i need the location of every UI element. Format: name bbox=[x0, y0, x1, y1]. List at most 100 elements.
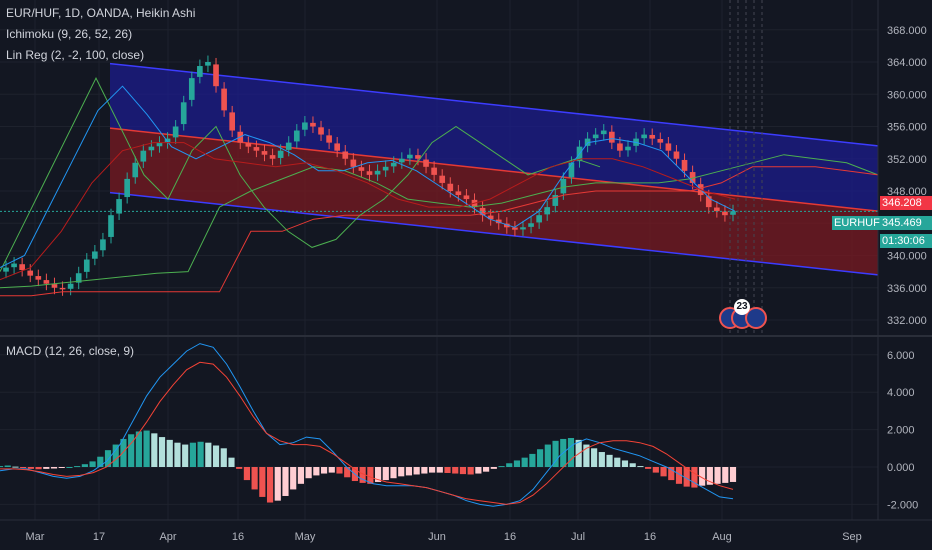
price-tick-label: 356.000 bbox=[887, 122, 927, 134]
senkou-a-line bbox=[0, 154, 879, 289]
candle-body bbox=[188, 78, 195, 100]
candle-body bbox=[197, 66, 203, 77]
price-tick-label: 352.000 bbox=[887, 154, 927, 166]
macd-histogram-bar bbox=[668, 467, 675, 481]
macd-histogram-bar bbox=[706, 467, 713, 485]
macd-histogram-bar bbox=[367, 467, 374, 484]
candle-body bbox=[310, 122, 316, 127]
candle-body bbox=[75, 273, 82, 283]
macd-histogram-bar bbox=[174, 442, 181, 467]
macd-histogram-bar bbox=[382, 467, 389, 481]
candle-body bbox=[334, 143, 341, 151]
candle-body bbox=[665, 143, 672, 151]
macd-histogram-bar bbox=[74, 466, 81, 468]
time-tick-label: 16 bbox=[644, 531, 656, 543]
time-tick-label: 16 bbox=[504, 531, 516, 543]
macd-histogram-bar bbox=[428, 467, 436, 473]
price-tick-label: 332.000 bbox=[887, 315, 927, 327]
candle-body bbox=[520, 227, 526, 230]
macd-tick-label: 4.000 bbox=[887, 387, 915, 399]
macd-histogram-bar bbox=[390, 467, 397, 479]
macd-histogram-bar bbox=[20, 467, 27, 468]
candle-body bbox=[584, 138, 591, 146]
candle-body bbox=[407, 154, 413, 159]
macd-histogram-bar bbox=[313, 467, 320, 476]
senkou-b-line bbox=[0, 166, 879, 297]
candle-body bbox=[100, 239, 106, 251]
candle-body bbox=[172, 126, 179, 138]
candle-body bbox=[366, 171, 373, 175]
macd-histogram-bar bbox=[621, 460, 629, 467]
candle-body bbox=[503, 223, 510, 228]
macd-histogram-bar bbox=[297, 467, 305, 484]
macd-histogram-bar bbox=[436, 467, 443, 473]
candle-body bbox=[221, 88, 227, 111]
macd-histogram-bar bbox=[89, 461, 96, 467]
candle-body bbox=[213, 64, 219, 87]
candle-body bbox=[35, 276, 42, 280]
candle-body bbox=[229, 112, 236, 131]
candle-body bbox=[609, 131, 615, 143]
macd-line bbox=[0, 343, 734, 507]
candle-body bbox=[552, 195, 559, 206]
macd-histogram-bar bbox=[290, 467, 297, 490]
candle-body bbox=[164, 138, 171, 143]
macd-legend: MACD (12, 26, close, 9) bbox=[6, 344, 135, 358]
symbol-tag: EURHUF bbox=[832, 216, 880, 230]
macd-histogram-bar bbox=[529, 453, 536, 467]
candle-body bbox=[269, 155, 276, 159]
candle-body bbox=[245, 143, 252, 147]
macd-histogram-bar bbox=[398, 467, 405, 477]
candle-body bbox=[568, 162, 575, 178]
candle-body bbox=[205, 62, 211, 66]
macd-histogram-bar bbox=[320, 467, 328, 474]
time-tick-label: Sep bbox=[842, 531, 862, 543]
candle-body bbox=[156, 142, 163, 147]
candle-body bbox=[253, 147, 260, 151]
candle-body bbox=[67, 283, 74, 289]
macd-histogram-bar bbox=[374, 467, 382, 482]
candle-body bbox=[705, 196, 712, 208]
macd-tick-label: 2.000 bbox=[887, 425, 915, 437]
candle-body bbox=[722, 211, 728, 216]
macd-histogram-bar bbox=[537, 449, 544, 467]
candle-body bbox=[479, 207, 486, 216]
candle-body bbox=[382, 166, 389, 171]
macd-histogram-bar bbox=[606, 454, 613, 467]
macd-histogram-bar bbox=[544, 444, 551, 467]
macd-histogram-bar bbox=[598, 452, 605, 467]
macd-histogram-bar bbox=[97, 456, 104, 467]
macd-tick-label: 0.000 bbox=[887, 462, 915, 474]
linreg-legend: Lin Reg (2, -2, 100, close) bbox=[6, 48, 145, 62]
time-tick-label: Aug bbox=[712, 531, 732, 543]
macd-histogram-bar bbox=[459, 467, 467, 475]
macd-tick-label: -2.000 bbox=[887, 499, 918, 511]
candle-body bbox=[689, 172, 696, 183]
candle-body bbox=[536, 215, 542, 223]
macd-histogram-bar bbox=[151, 433, 158, 467]
macd-histogram-bar bbox=[552, 440, 559, 467]
candle-body bbox=[657, 138, 664, 143]
candle-body bbox=[43, 280, 50, 284]
macd-histogram-bar bbox=[158, 437, 166, 467]
channel-lower-line bbox=[109, 191, 879, 276]
macd-histogram-bar bbox=[637, 466, 644, 468]
macd-pane bbox=[0, 343, 737, 507]
macd-histogram-bar bbox=[498, 466, 505, 468]
candle-body bbox=[11, 263, 17, 268]
macd-histogram-bar bbox=[27, 467, 34, 469]
macd-histogram-bar bbox=[444, 467, 451, 473]
candle-body bbox=[19, 264, 25, 271]
macd-histogram-bar bbox=[336, 467, 343, 474]
candle-body bbox=[277, 150, 284, 158]
macd-histogram-bar bbox=[421, 467, 428, 474]
symbol-title: EUR/HUF, 1D, OANDA, Heikin Ashi bbox=[6, 6, 196, 20]
event-badge[interactable]: 23 bbox=[734, 299, 750, 315]
macd-histogram-bar bbox=[583, 444, 590, 467]
macd-histogram-bar bbox=[104, 450, 112, 467]
macd-histogram-bar bbox=[405, 467, 413, 476]
candle-body bbox=[92, 251, 98, 259]
macd-histogram-bar bbox=[328, 467, 335, 473]
candle-body bbox=[423, 159, 429, 167]
